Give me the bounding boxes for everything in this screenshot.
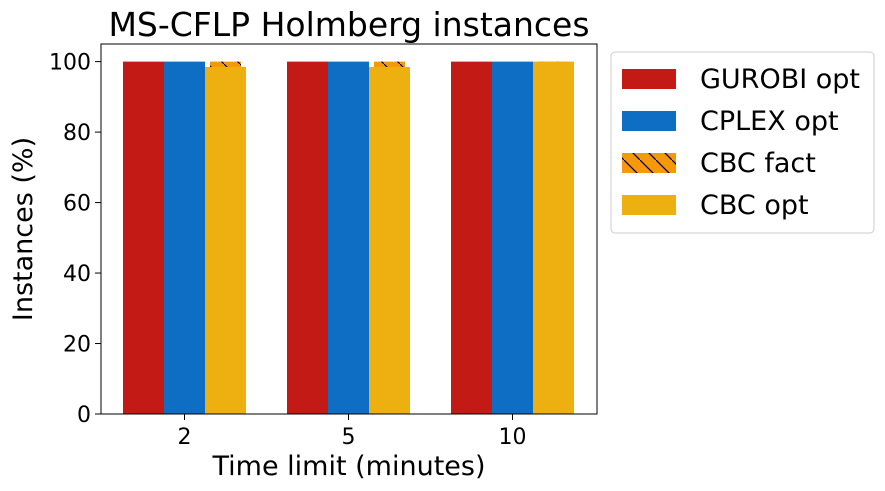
bar-cplex-opt-5 — [328, 61, 369, 414]
x-tick-label-2: 2 — [178, 425, 192, 450]
y-tick-label-60: 60 — [63, 192, 91, 217]
y-axis-label: Instances (%) — [8, 137, 39, 321]
x-axis-label: Time limit (minutes) — [212, 451, 486, 482]
y-axis-ticks: 0 20 40 60 80 100 — [49, 51, 101, 428]
legend-swatch-cplex-opt — [622, 111, 676, 131]
bars-group — [123, 61, 574, 415]
bar-gurobi-opt-2 — [123, 61, 164, 414]
x-tick-label-5: 5 — [342, 425, 356, 450]
bar-cbc-opt-2 — [205, 66, 246, 415]
legend-label-cbc-opt: CBC opt — [700, 190, 809, 221]
plot-frame — [100, 43, 598, 415]
legend-box — [610, 51, 875, 234]
x-tick-label-10: 10 — [499, 425, 527, 450]
legend-label-gurobi-opt: GUROBI opt — [700, 64, 860, 95]
legend-label-cbc-fact: CBC fact — [700, 148, 816, 179]
y-tick-label-0: 0 — [77, 403, 91, 428]
bar-cbc-opt-5 — [369, 66, 410, 415]
y-tick-label-100: 100 — [49, 51, 91, 76]
y-tick-label-20: 20 — [63, 333, 91, 358]
bar-cplex-opt-10 — [492, 61, 533, 414]
bar-cplex-opt-2 — [164, 61, 205, 414]
bar-gurobi-opt-5 — [287, 61, 328, 414]
bar-gurobi-opt-10 — [451, 61, 492, 414]
bar-cbc-opt-10 — [533, 61, 574, 414]
legend-swatch-cbc-opt — [622, 195, 676, 215]
chart-title: MS-CFLP Holmberg instances — [108, 5, 589, 44]
y-tick-label-40: 40 — [63, 262, 91, 287]
legend-swatch-hatch-cbc-fact — [622, 153, 676, 173]
y-tick-label-80: 80 — [63, 121, 91, 146]
legend-swatch-gurobi-opt — [622, 69, 676, 89]
x-axis-ticks: 2 5 10 — [178, 414, 527, 450]
legend-label-cplex-opt: CPLEX opt — [700, 106, 839, 137]
legend: GUROBI opt CPLEX opt CBC fact CBC opt — [610, 51, 875, 234]
